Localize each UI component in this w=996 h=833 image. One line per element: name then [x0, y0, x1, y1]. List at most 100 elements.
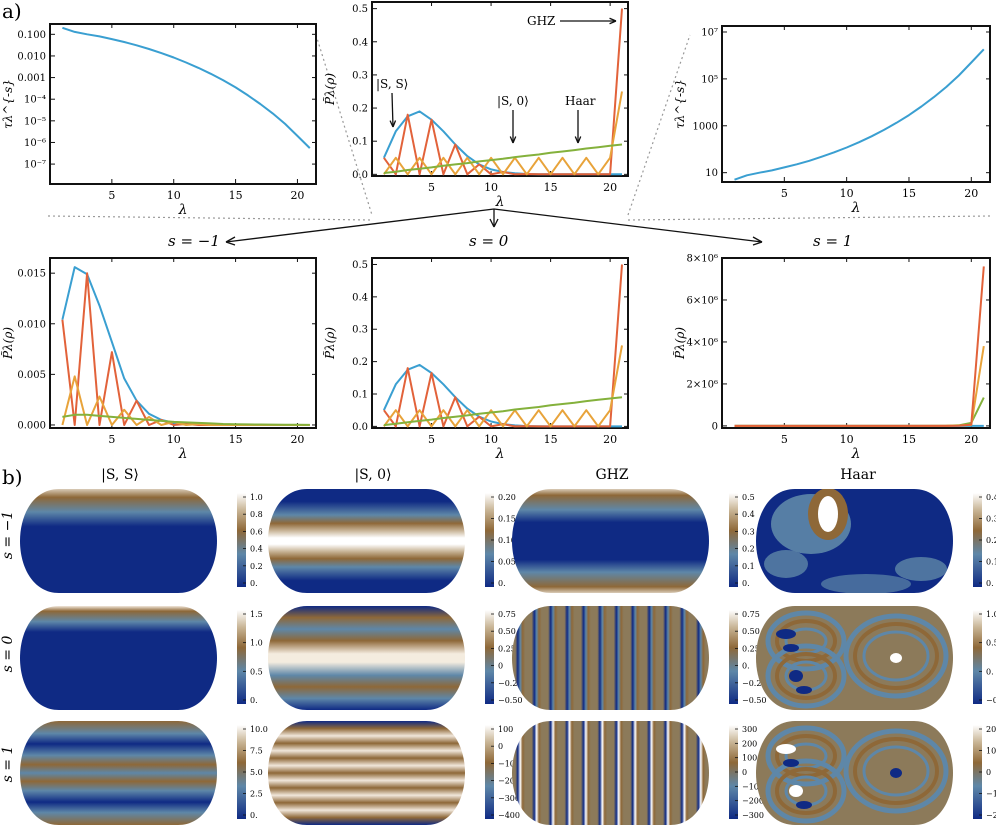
- panel-label-a: a): [2, 0, 22, 23]
- colorbar-tick-label: 10.0: [250, 725, 268, 734]
- x-tick-label: 15: [229, 433, 243, 446]
- colorbar: [237, 493, 246, 587]
- colorbar-tick-label: 1.0: [250, 493, 263, 502]
- x-tick-label: 15: [544, 181, 558, 194]
- heatmap-surface: [268, 721, 465, 825]
- colorbar-tick-label: 100: [742, 754, 757, 763]
- colorbar-tick-label: 1.0: [250, 639, 263, 648]
- colorbar-tick-label: −200: [742, 797, 764, 806]
- y-tick-label: 10: [705, 168, 718, 179]
- colorbar-tick-label: 0.4: [986, 493, 996, 502]
- ring: [843, 613, 949, 699]
- series-line-blue: [382, 110, 622, 176]
- y-tick-label: 4×10⁶: [687, 337, 718, 348]
- colorbar-tick-label: −100: [986, 790, 996, 799]
- y-tick-label: 8×10⁶: [687, 254, 718, 265]
- heatmap-S0-p1: 100 0 −100 −200 −300 −400: [268, 721, 520, 825]
- chart-tau_p1: 5 10 15 20 10 1000 10⁵ 10⁷ λ τλ^{-s}: [673, 25, 991, 216]
- y-tick-label: 0.010: [17, 51, 46, 62]
- arrow-SS: [391, 92, 394, 128]
- colorbar-tick-label: 0.2: [250, 562, 263, 571]
- colorbar-tick-label: 1.0: [986, 610, 996, 619]
- colorbar: [729, 610, 738, 704]
- colorbar-tick-label: 0.: [742, 579, 750, 588]
- plot-frame: [721, 25, 991, 183]
- y-tick-label: 0.3: [352, 325, 368, 336]
- colorbar-tick-label: 7.5: [250, 747, 263, 756]
- ring: [775, 767, 837, 815]
- y-tick-label: 1000: [693, 121, 718, 132]
- haar-blobs: [765, 725, 949, 824]
- ring: [862, 630, 930, 682]
- colorbar-tick-label: 0: [498, 662, 503, 671]
- series-line-blue: [734, 48, 985, 181]
- blob: [789, 785, 803, 797]
- heatmap-surface: [268, 489, 465, 593]
- colorbar-tick-label: 0: [498, 742, 503, 751]
- y-tick-label: 10⁻⁶: [24, 138, 46, 149]
- colorbar-tick-label: 0: [742, 768, 747, 777]
- annotation-ghz: GHZ: [527, 14, 555, 28]
- blob: [776, 629, 796, 639]
- series-line-blue: [62, 26, 311, 149]
- y-axis-label: τλ^{-s}: [1, 79, 15, 129]
- colorbar-tick-label: 2.5: [250, 790, 263, 799]
- blob: [796, 801, 812, 809]
- colorbar-tick-label: 300: [742, 725, 757, 734]
- colorbar-tick-label: 0.05: [498, 558, 516, 567]
- colorbar-tick-label: 0.5: [250, 667, 263, 676]
- colorbar-tick-label: −200: [498, 777, 520, 786]
- arrow-ghz-head: [609, 17, 617, 25]
- heatmap-surface: [20, 489, 217, 593]
- colorbar-tick-label: 0.: [742, 662, 750, 671]
- ring: [843, 728, 949, 814]
- colorbar-tick-label: −100: [742, 782, 764, 791]
- colorbar-tick-label: 0.75: [742, 610, 760, 619]
- series-line-green: [62, 413, 310, 426]
- y-axis-label: P̃λ(ρ): [672, 327, 687, 360]
- chart-P_sm1: 5 10 15 20 0.000 0.005 0.010 0.015 λ P̃λ(ρ): [0, 257, 317, 462]
- annotation-SS: |S, S⟩: [376, 77, 408, 91]
- blob: [890, 653, 902, 663]
- x-tick-label: 5: [428, 433, 435, 446]
- y-tick-label: 0.5: [352, 4, 368, 15]
- x-tick-label: 10: [167, 189, 181, 202]
- colorbar-tick-label: 0.50: [742, 627, 760, 636]
- y-axis-label: P̃λ(ρ): [322, 327, 337, 360]
- colorbar-tick-label: 0.5: [986, 639, 996, 648]
- ring: [775, 652, 837, 700]
- colorbar-tick-label: 0.25: [498, 644, 516, 653]
- colorbar: [485, 610, 494, 704]
- annotation-S0: |S, 0⟩: [497, 94, 529, 108]
- colorbar-tick-label: 0.4: [250, 545, 263, 554]
- row-header-0: s = 0: [0, 636, 16, 673]
- colorbar-tick-label: 0.25: [742, 644, 760, 653]
- haar-blobs: [764, 489, 947, 593]
- colorbar-tick-label: 0.1: [742, 562, 755, 571]
- series-line-orange: [383, 8, 623, 176]
- colorbar-tick-label: −100: [498, 759, 520, 768]
- y-axis-label: τλ^{-s}: [673, 79, 687, 129]
- blob: [776, 744, 796, 754]
- y-tick-label: 10⁷: [701, 27, 718, 38]
- y-tick-label: 10⁵: [701, 74, 718, 85]
- colorbar-tick-label: 200: [742, 739, 757, 748]
- x-tick-label: 10: [484, 181, 498, 194]
- x-axis-label: λ: [851, 446, 861, 462]
- s-arrows: [225, 208, 763, 246]
- x-tick-label: 5: [781, 187, 788, 200]
- y-tick-label: 0.1: [352, 137, 368, 148]
- x-tick-label: 5: [428, 181, 435, 194]
- x-tick-label: 15: [902, 187, 916, 200]
- s-label-m1: s = −1: [168, 232, 220, 250]
- connector-lines: [47, 34, 991, 221]
- x-tick-label: 10: [484, 433, 498, 446]
- x-tick-label: 5: [108, 433, 115, 446]
- heatmap-S0-m1: 0.20 0.15 0.10 0.05 0.: [268, 489, 516, 593]
- colorbar-tick-label: 0.20: [498, 493, 516, 502]
- y-tick-label: 0.1: [352, 390, 368, 401]
- y-tick-label: 2×10⁶: [687, 379, 718, 390]
- ring: [765, 610, 847, 672]
- y-tick-label: 0.015: [17, 269, 46, 280]
- y-tick-label: 0.3: [352, 70, 368, 81]
